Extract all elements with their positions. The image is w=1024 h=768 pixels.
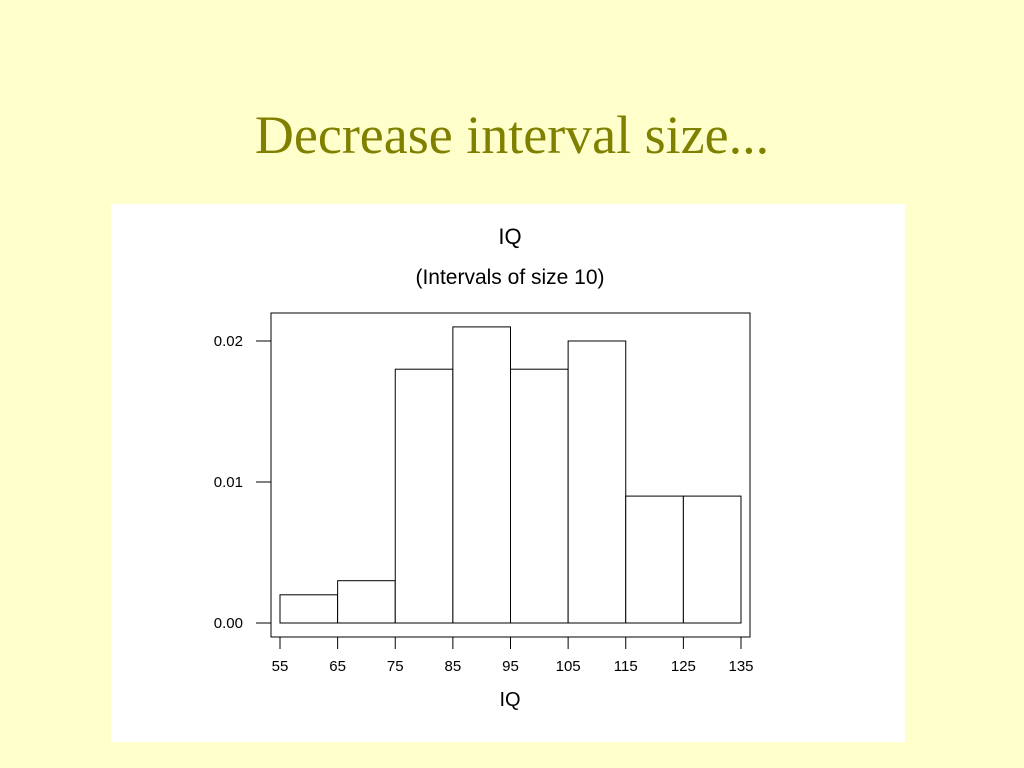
x-tick-label: 75 [387, 658, 404, 675]
x-axis-label: IQ [499, 689, 520, 711]
x-tick-label: 65 [329, 658, 346, 675]
bars-group [279, 326, 742, 624]
x-tick-label: 115 [614, 658, 638, 675]
x-tick-label: 125 [671, 658, 696, 675]
chart-title: IQ [498, 224, 521, 249]
histogram-chart: IQ (Intervals of size 10) 0.00 0.01 0.02 5… [214, 224, 754, 711]
slide-title: Decrease interval size... [254, 105, 770, 165]
histogram-bar [452, 326, 511, 624]
x-tick-label: 85 [445, 658, 462, 675]
histogram-bar [625, 495, 684, 624]
x-tick-label: 55 [272, 658, 289, 675]
histogram-bar [682, 495, 742, 624]
x-tick-label: 135 [728, 658, 753, 675]
x-tick-label: 105 [556, 658, 581, 675]
y-tick-label: 0.01 [214, 474, 243, 491]
y-tick-label: 0.02 [214, 333, 243, 350]
histogram-bar [337, 580, 396, 624]
x-tick-label: 95 [502, 658, 519, 675]
chart-subtitle: (Intervals of size 10) [415, 266, 604, 289]
histogram-bar [279, 594, 339, 624]
y-axis: 0.00 0.01 0.02 [214, 333, 271, 632]
y-tick-label: 0.00 [214, 615, 243, 632]
histogram-bar [394, 368, 454, 624]
histogram-bar [510, 368, 569, 624]
histogram-bar [567, 340, 627, 624]
x-axis: 55 65 75 85 95 105 115 125 135 [272, 637, 754, 675]
chart-panel: IQ (Intervals of size 10) 0.00 0.01 0.02 5… [111, 204, 905, 742]
